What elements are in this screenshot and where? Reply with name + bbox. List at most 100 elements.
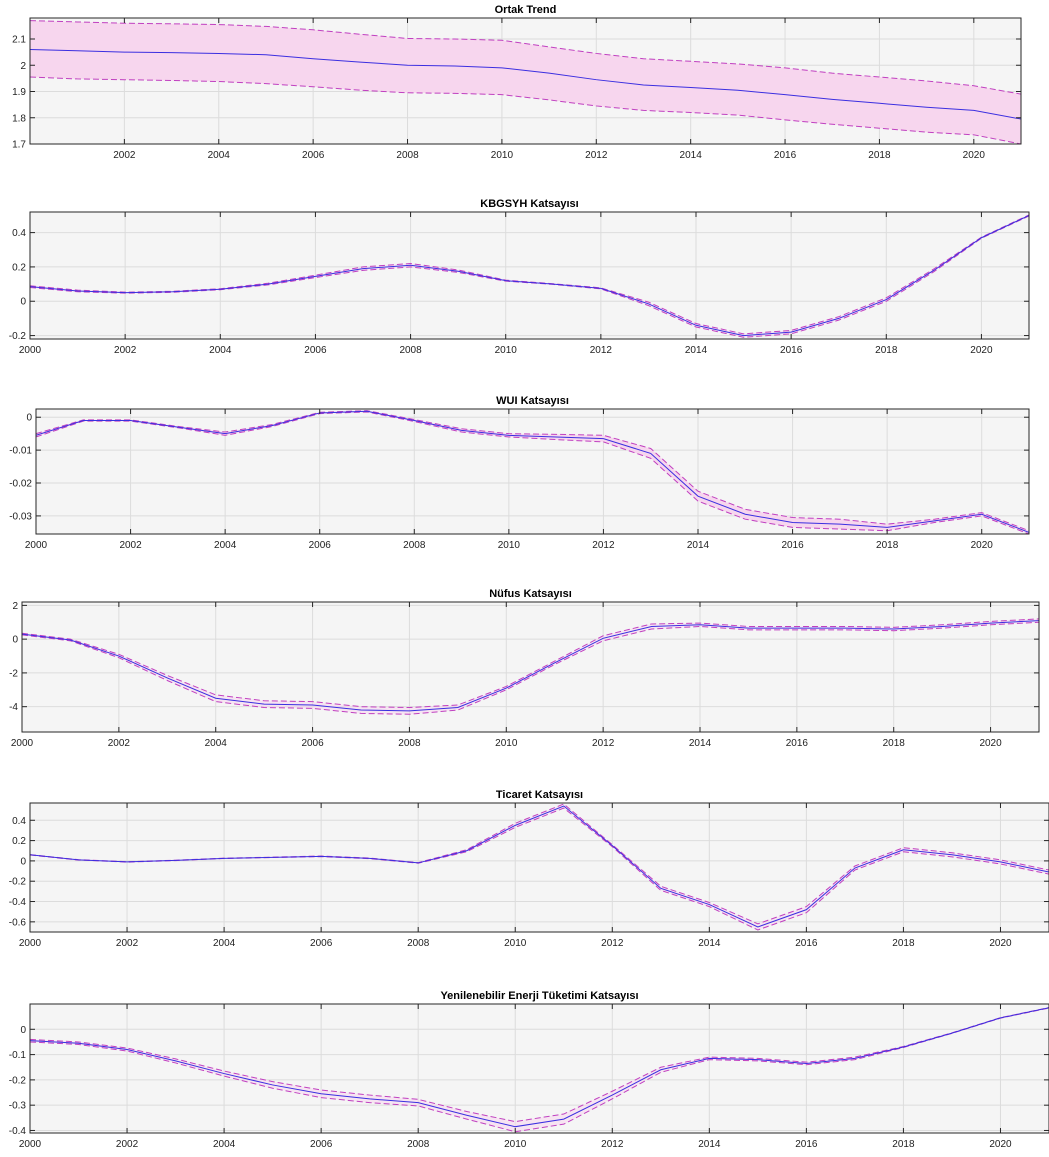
x-tick-label: 2002 — [116, 938, 139, 949]
y-tick-label: 0 — [20, 856, 26, 867]
y-tick-label: 0 — [20, 297, 26, 308]
upper-band-line — [30, 803, 1049, 925]
x-tick-label: 2004 — [208, 150, 231, 161]
y-tick-label: -0.01 — [9, 446, 32, 457]
x-tick-label: 2014 — [680, 150, 703, 161]
x-tick-label: 2018 — [892, 938, 915, 949]
y-tick-label: 2 — [12, 601, 18, 612]
x-tick-label: 2000 — [19, 345, 42, 356]
y-tick-label: 1.7 — [12, 140, 26, 151]
x-tick-label: 2012 — [601, 1139, 624, 1150]
x-tick-label: 2010 — [491, 150, 514, 161]
x-tick-label: 2020 — [963, 150, 986, 161]
x-tick-label: 2010 — [495, 345, 518, 356]
upper-band-line — [30, 1007, 1049, 1123]
x-tick-label: 2002 — [113, 150, 136, 161]
y-tick-label: -0.3 — [9, 1101, 27, 1112]
chart-panel-2: 2000 2002 2004 2006 2008 2010 2012 2014 2016 2018… — [9, 198, 1030, 356]
x-tick-label: 2018 — [875, 345, 898, 356]
x-tick-label: 2012 — [592, 540, 615, 551]
x-tick-label: 2014 — [698, 938, 721, 949]
chart-panel-6: 2000 2002 2004 2006 2008 2010 2012 2014 2016 2018… — [9, 990, 1049, 1150]
x-tick-label: 2012 — [590, 345, 613, 356]
x-tick-label: 2008 — [396, 150, 419, 161]
x-tick-label: 2004 — [214, 540, 237, 551]
chart-title: Ticaret Katsayısı — [496, 789, 583, 801]
axes-background — [22, 602, 1039, 732]
x-tick-label: 2006 — [310, 938, 333, 949]
x-tick-label: 2016 — [781, 540, 804, 551]
axes-frame — [29, 1003, 1049, 1134]
x-tick-label: 2000 — [25, 540, 48, 551]
x-tick-label: 2006 — [310, 1139, 333, 1150]
chart-title: Nüfus Katsayısı — [489, 588, 572, 600]
chart-panel-5: 2000 2002 2004 2006 2008 2010 2012 2014 2016 2018… — [9, 789, 1049, 949]
x-tick-label: 2014 — [687, 540, 710, 551]
y-tick-label: 0 — [20, 1025, 26, 1036]
x-tick-label: 2020 — [970, 345, 993, 356]
y-tick-label: -0.03 — [9, 511, 32, 522]
mean-line — [30, 49, 1021, 120]
axes-background — [30, 803, 1049, 932]
x-tick-label: 2010 — [498, 540, 521, 551]
lower-band-line — [22, 621, 1039, 715]
lower-band-line — [30, 1007, 1049, 1133]
x-tick-label: 2008 — [407, 1139, 430, 1150]
x-tick-label: 2014 — [689, 738, 712, 749]
chart-title: Ortak Trend — [495, 4, 557, 16]
x-tick-label: 2000 — [11, 738, 34, 749]
x-tick-label: 2004 — [205, 738, 228, 749]
plot-area — [30, 214, 1029, 338]
y-tick-label: -2 — [9, 668, 18, 679]
x-tick-label: 2020 — [971, 540, 994, 551]
mean-line — [30, 805, 1049, 928]
upper-band-line — [30, 214, 1029, 335]
x-tick-label: 2008 — [403, 540, 426, 551]
plot-area — [30, 803, 1049, 931]
x-tick-label: 2012 — [601, 938, 624, 949]
plot-area — [22, 618, 1039, 715]
x-tick-label: 2018 — [883, 738, 906, 749]
mean-line — [30, 1007, 1049, 1128]
x-tick-label: 2018 — [876, 540, 899, 551]
y-tick-label: -0.6 — [9, 917, 27, 928]
y-tick-label: 1.9 — [12, 87, 26, 98]
x-tick-label: 2016 — [786, 738, 809, 749]
x-tick-label: 2002 — [119, 540, 142, 551]
x-tick-label: 2006 — [309, 540, 332, 551]
x-tick-label: 2002 — [108, 738, 131, 749]
x-tick-label: 2010 — [504, 1139, 527, 1150]
axes-frame — [29, 802, 1049, 933]
chart-panel-1: 2002 2004 2006 2008 2010 2012 2014 2016 2018 2020… — [12, 4, 1022, 161]
axes-frame — [35, 408, 1030, 535]
x-tick-label: 2018 — [892, 1139, 915, 1150]
x-tick-label: 2014 — [698, 1139, 721, 1150]
x-tick-label: 2002 — [116, 1139, 139, 1150]
x-tick-label: 2006 — [301, 738, 324, 749]
y-tick-label: -0.4 — [9, 1126, 27, 1137]
mean-line — [36, 410, 1029, 533]
x-tick-label: 2020 — [979, 738, 1002, 749]
y-tick-label: 2 — [20, 61, 26, 72]
y-tick-label: -0.2 — [9, 331, 27, 342]
axes-frame — [29, 17, 1022, 145]
upper-band-line — [22, 618, 1039, 709]
x-tick-label: 2008 — [399, 345, 422, 356]
confidence-band — [30, 20, 1021, 144]
lower-band-line — [36, 411, 1029, 534]
x-tick-label: 2014 — [685, 345, 708, 356]
x-tick-label: 2020 — [989, 1139, 1012, 1150]
chart-title: Yenilenebilir Enerji Tüketimi Katsayısı — [440, 990, 638, 1002]
x-tick-label: 2010 — [504, 938, 527, 949]
x-tick-label: 2004 — [209, 345, 232, 356]
y-tick-label: -0.2 — [9, 877, 27, 888]
x-tick-label: 2016 — [795, 1139, 818, 1150]
x-tick-label: 2000 — [19, 938, 42, 949]
y-tick-label: 0.4 — [12, 816, 26, 827]
axes-frame — [21, 601, 1040, 733]
x-tick-label: 2016 — [795, 938, 818, 949]
axes-frame — [29, 211, 1030, 340]
mean-line — [30, 214, 1029, 337]
x-tick-label: 2010 — [495, 738, 518, 749]
lower-band-line — [30, 807, 1049, 931]
